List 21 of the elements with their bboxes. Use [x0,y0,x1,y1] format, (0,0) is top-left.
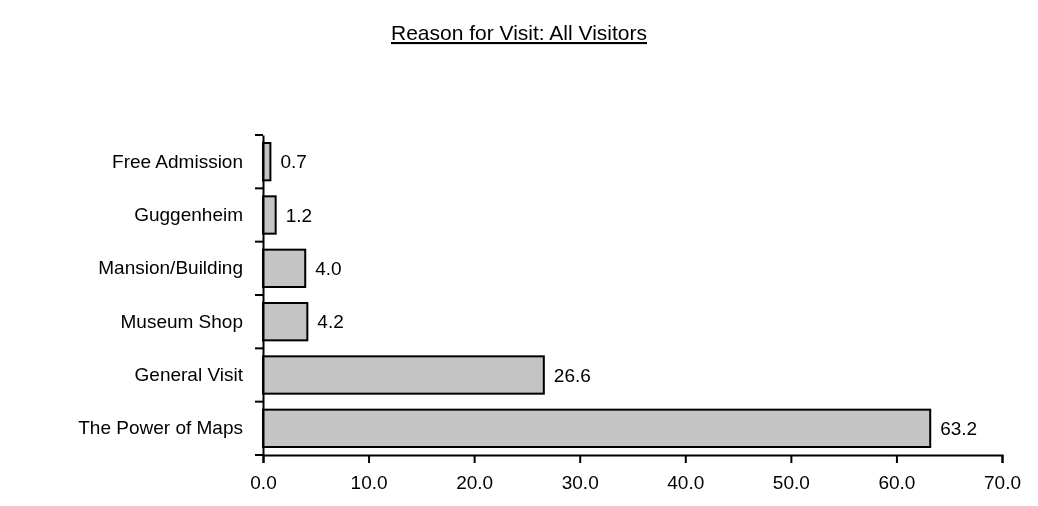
y-tick-label: General Visit [134,364,244,386]
x-tick-label: 60.0 [878,471,916,493]
x-tick-label: 10.0 [350,471,388,493]
data-label: 4.0 [315,257,342,279]
chart-title: Reason for Visit: All Visitors [391,21,647,44]
x-tick-label: 0.0 [250,471,277,493]
x-tick-label: 50.0 [772,471,810,493]
x-tick-label: 70.0 [984,471,1021,493]
data-label: 4.2 [317,311,344,333]
x-tick-label: 30.0 [561,471,599,493]
y-tick-label: Guggenheim [134,204,243,226]
y-tick-label: Museum Shop [120,310,243,332]
y-tick-label: Free Admission [112,150,243,172]
data-label: 1.2 [285,204,313,226]
x-tick-label: 40.0 [667,471,705,493]
y-tick-label: The Power of Maps [78,417,243,439]
data-label: 0.7 [280,151,307,173]
y-tick-label: Mansion/Building [98,257,243,279]
data-label: 26.6 [553,364,591,386]
data-label: 63.2 [940,417,978,439]
x-tick-label: 20.0 [456,471,494,493]
